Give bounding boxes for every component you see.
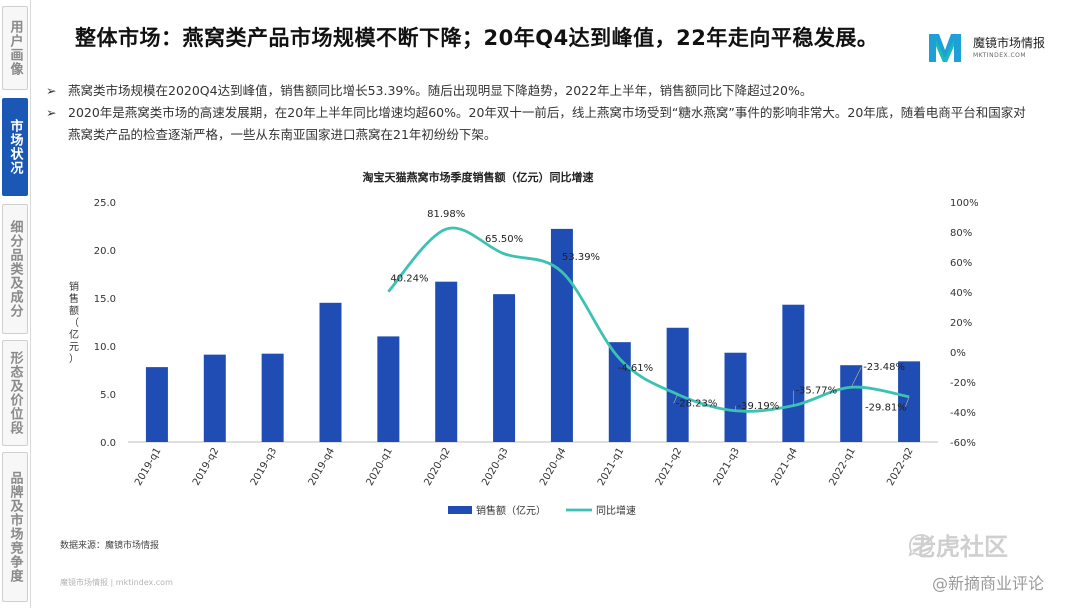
bar [608,342,631,442]
y2-tick-label: 80% [950,228,972,239]
y2-tick-label: 100% [950,198,978,209]
data-label-leader [850,367,862,388]
growth-data-label: -39.19% [738,401,780,412]
logo-subtitle: MKTINDEX.COM [973,52,1027,59]
watermark-main: 老虎社区 [912,533,1008,561]
x-tick-label: 2021-q4 [770,446,800,488]
side-tab-user-profile[interactable]: 用户画像 [2,6,28,90]
bullet-list: ➢ 燕窝类市场规模在2020Q4达到峰值，销售额同比增长53.39%。随后出现明… [46,80,1036,146]
x-tick-label: 2019-q1 [133,446,163,488]
x-tick-label: 2022-q2 [885,446,915,488]
side-tab-strip: 用户画像 市场状况 细分品类及成分 形态及价位段 品牌及市场竞争度 [0,0,31,608]
footer-text: 魔镜市场情报 | mktindex.com [60,578,173,587]
bar [435,281,458,442]
sales-growth-chart: 淘宝天猫燕窝市场季度销售额（亿元）同比增速 0.0 5.0 10.0 15.0 20.0 2… [69,170,978,517]
growth-data-label: -23.48% [863,362,905,373]
y-axis-label-char: 额 [69,304,79,317]
logo-name: 魔镜市场情报 [973,36,1046,50]
bar [319,302,342,442]
chart-title: 淘宝天猫燕窝市场季度销售额（亿元）同比增速 [363,170,594,184]
x-tick-label: 2021-q3 [712,446,742,488]
growth-data-label: 40.24% [390,274,428,285]
bar [782,304,805,442]
logo-mark-icon [929,34,961,62]
side-tab-brand-competition[interactable]: 品牌及市场竞争度 [2,452,28,602]
x-tick-label: 2020-q2 [422,446,452,488]
x-tick-label: 2022-q1 [827,446,857,488]
y-axis-label-char: 亿 [69,328,79,341]
watermark-logo-icon [908,534,933,557]
growth-line [387,226,910,413]
growth-data-label: 81.98% [427,209,465,220]
bar [493,294,516,442]
y-tick-label: 25.0 [94,198,116,209]
bar [550,228,573,442]
y-tick-label: 0.0 [100,438,116,449]
bar [724,352,747,442]
bar [145,367,168,442]
x-tick-label: 2020-q4 [538,446,568,488]
bullet-item: ➢ 燕窝类市场规模在2020Q4达到峰值，销售额同比增长53.39%。随后出现明… [46,80,1036,102]
side-tab-category-ingredient[interactable]: 细分品类及成分 [2,204,28,334]
x-tick-label: 2021-q1 [596,446,626,488]
x-tick-label: 2019-q4 [307,446,337,488]
y-axis-label-char: 销 [69,280,79,293]
y2-tick-label: 20% [950,318,972,329]
side-tab-form-price[interactable]: 形态及价位段 [2,340,28,446]
bullet-text: 燕窝类市场规模在2020Q4达到峰值，销售额同比增长53.39%。随后出现明显下… [68,83,813,98]
page-title: 整体市场：燕窝类产品市场规模不断下降；20年Q4达到峰值，22年走向平稳发展。 [75,26,879,50]
growth-data-label: -4.61% [618,363,653,374]
bar [666,327,689,442]
data-label-leader [673,394,678,404]
data-label-leader [904,396,910,408]
x-tick-label: 2020-q3 [480,446,510,488]
bullet-arrow-icon: ➢ [46,83,57,98]
y2-tick-label: 40% [950,288,972,299]
bullet-item: ➢ 2020年是燕窝类市场的高速发展期，在20年上半年同比增速均超60%。20年… [46,102,1036,146]
y-tick-label: 5.0 [100,390,116,401]
data-source: 数据来源：魔镜市场情报 [60,541,160,551]
bullet-arrow-icon: ➢ [46,105,57,120]
growth-data-label: 53.39% [562,252,600,263]
x-tick-label: 2021-q2 [654,446,684,488]
x-tick-label: 2019-q2 [191,446,221,488]
watermark-sub: @新摘商业评论 [932,574,1045,593]
y-tick-label: 10.0 [94,342,116,353]
y2-tick-label: -40% [950,408,976,419]
y2-tick-label: -20% [950,378,976,389]
y-tick-label: 15.0 [94,294,116,305]
bar [203,354,226,442]
bar [898,361,921,442]
growth-data-label: 65.50% [485,234,523,245]
y-tick-label: 20.0 [94,246,116,257]
bar [261,353,284,442]
y-axis-label-char: ） [69,353,79,365]
x-tick-label: 2020-q1 [365,446,395,488]
growth-data-label: -35.77% [795,386,837,397]
legend-label: 销售额（亿元） [476,504,546,517]
bar [840,365,863,442]
y2-tick-label: 0% [950,348,966,359]
y-axis-label-char: 售 [69,292,79,305]
growth-data-label: -28.23% [676,398,718,409]
legend-label: 同比增速 [596,504,636,517]
y2-tick-label: 60% [950,258,972,269]
bullet-text: 2020年是燕窝类市场的高速发展期，在20年上半年同比增速均超60%。20年双十… [68,105,1026,142]
growth-data-label: -29.81% [865,403,907,414]
bar [377,336,400,442]
x-tick-label: 2019-q3 [249,446,279,488]
legend-swatch-bar [448,506,472,514]
side-tab-market-status[interactable]: 市场状况 [2,98,28,196]
y-axis-label-char: 元 [69,342,79,353]
y-axis-label-char: （ [69,317,79,329]
y2-tick-label: -60% [950,438,976,449]
